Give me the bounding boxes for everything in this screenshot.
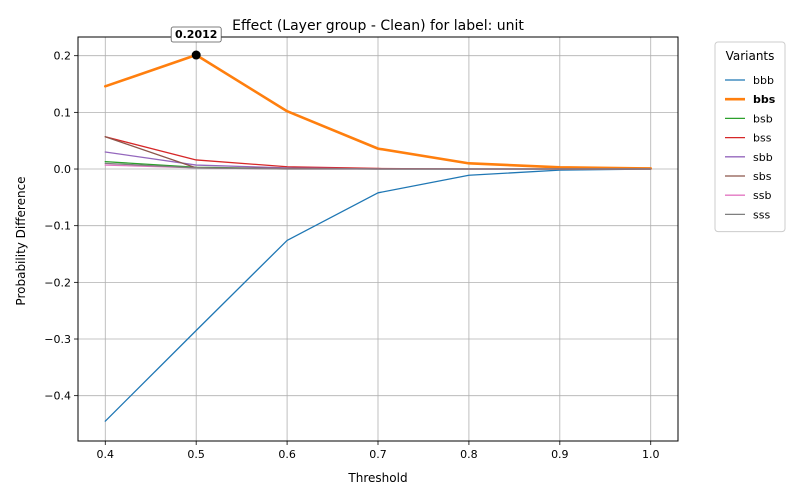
series-lines bbox=[103, 53, 653, 422]
y-tick-label-1: −0.3 bbox=[44, 333, 71, 346]
legend-label-sbb: sbb bbox=[753, 151, 773, 164]
x-tick-label-0: 0.4 bbox=[97, 448, 115, 461]
annotation-marker bbox=[191, 50, 201, 60]
series-line-sss bbox=[104, 162, 652, 170]
chart-title: Effect (Layer group - Clean) for label: … bbox=[232, 18, 524, 34]
legend-label-sss: sss bbox=[753, 208, 770, 221]
legend-title: Variants bbox=[726, 49, 775, 63]
legend-label-bbs: bbs bbox=[753, 93, 776, 106]
x-tick-label-5: 0.9 bbox=[551, 448, 569, 461]
y-tick-label-2: −0.2 bbox=[44, 276, 71, 289]
y-axis-label: Probability Difference bbox=[14, 176, 28, 305]
legend: Variants bbb bbs bsb bss sbb sbs ssb sss bbox=[714, 41, 786, 233]
y-tick-label-6: 0.2 bbox=[54, 50, 72, 63]
series-line-bbb bbox=[104, 168, 652, 422]
annotation: 0.2012 bbox=[170, 26, 222, 60]
legend-box bbox=[714, 41, 786, 233]
grid bbox=[78, 37, 678, 441]
x-tick-label-6: 1.0 bbox=[642, 448, 660, 461]
y-tick-label-4: 0.0 bbox=[54, 163, 72, 176]
y-tick-label-5: 0.1 bbox=[54, 106, 72, 119]
legend-label-ssb: ssb bbox=[753, 189, 771, 202]
x-axis-label: Threshold bbox=[347, 471, 407, 485]
axes: 0.4 0.5 0.6 0.7 0.8 0.9 1.0 −0.4 −0.3 −0.2 −0.1 0.0… bbox=[44, 36, 679, 461]
x-tick-label-4: 0.8 bbox=[460, 448, 478, 461]
x-tick-label-1: 0.5 bbox=[187, 448, 205, 461]
legend-label-bbb: bbb bbox=[753, 74, 774, 87]
x-tick-label-3: 0.7 bbox=[369, 448, 387, 461]
annotation-label: 0.2012 bbox=[175, 28, 217, 41]
y-tick-label-3: −0.1 bbox=[44, 220, 71, 233]
legend-label-bss: bss bbox=[753, 132, 772, 145]
annotation-box bbox=[170, 26, 222, 43]
y-tick-label-0: −0.4 bbox=[44, 390, 71, 403]
legend-label-bsb: bsb bbox=[753, 112, 773, 125]
legend-label-sbs: sbs bbox=[753, 170, 772, 183]
x-tick-label-2: 0.6 bbox=[278, 448, 296, 461]
